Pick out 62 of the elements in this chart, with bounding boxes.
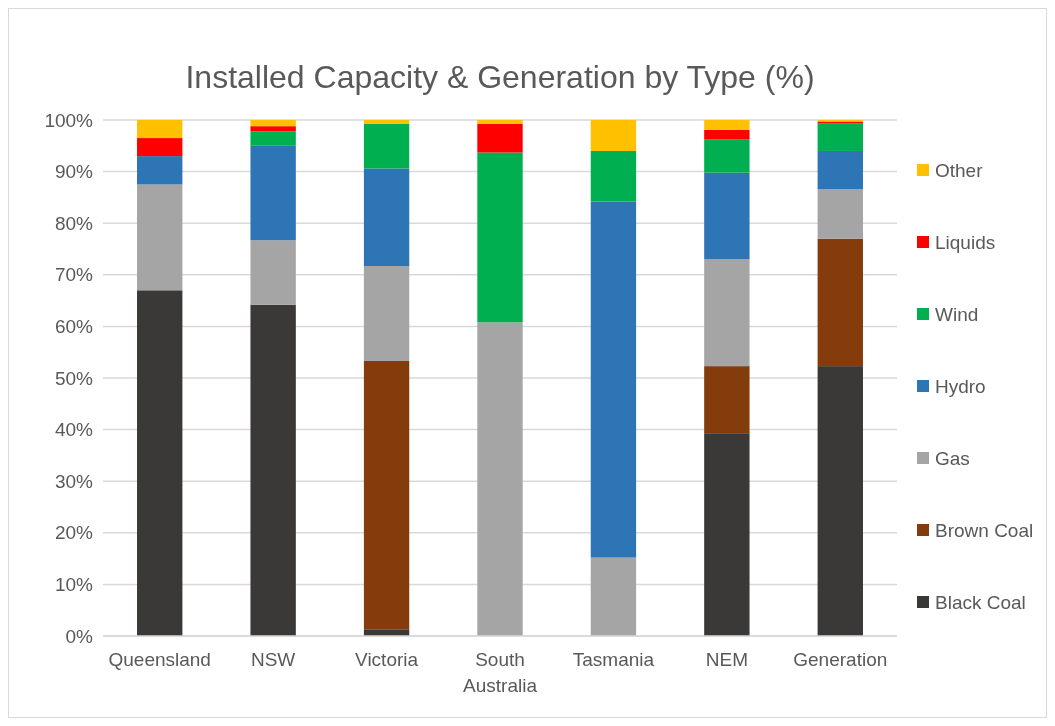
- y-tick-label: 30%: [54, 470, 94, 492]
- x-tick-label: Tasmania: [572, 649, 655, 670]
- bar: [363, 168, 410, 267]
- bar: [250, 131, 296, 146]
- bar: [704, 259, 750, 367]
- y-tick-label: 100%: [44, 109, 94, 131]
- y-tick-label: 50%: [54, 367, 94, 389]
- bar: [817, 150, 863, 190]
- x-tick-label: NEM: [705, 649, 748, 670]
- y-tick-label: 0%: [65, 625, 94, 647]
- x-tick-label: NSW: [250, 649, 296, 670]
- legend-label: Liquids: [935, 231, 996, 253]
- bar: [590, 120, 637, 151]
- x-tick-label: Generation: [793, 649, 888, 670]
- bar: [704, 433, 750, 636]
- x-tick-label: Queensland: [108, 649, 211, 670]
- bar: [137, 156, 183, 185]
- y-tick-label: 70%: [54, 264, 94, 286]
- legend-label: Gas: [935, 447, 970, 469]
- bar: [137, 138, 183, 157]
- bar: [817, 123, 863, 151]
- y-tick-label: 90%: [54, 161, 94, 183]
- bar: [363, 360, 410, 630]
- bar: [250, 126, 296, 132]
- legend-label: Other: [935, 159, 984, 181]
- legend-label: Brown Coal: [935, 519, 1034, 541]
- legend-label: Hydro: [935, 375, 986, 397]
- bar: [477, 123, 523, 153]
- bar: [704, 139, 750, 173]
- bar: [817, 366, 863, 636]
- bar: [250, 120, 296, 127]
- bar: [477, 120, 523, 124]
- legend-label: Black Coal: [935, 591, 1026, 613]
- y-tick-label: 20%: [54, 522, 94, 544]
- y-tick-label: 40%: [54, 419, 94, 441]
- bar: [363, 123, 410, 169]
- chart-title: Installed Capacity & Generation by Type (%): [185, 59, 815, 95]
- bar: [477, 322, 523, 636]
- bar: [477, 152, 523, 323]
- bar: [704, 172, 750, 260]
- bar: [137, 290, 183, 636]
- bar: [250, 240, 296, 305]
- legend-label: Wind: [935, 303, 979, 325]
- bar: [250, 304, 296, 636]
- bar: [137, 120, 183, 139]
- bar: [363, 266, 410, 361]
- y-tick-label: 60%: [54, 316, 94, 338]
- x-tick-label: Victoria: [355, 649, 419, 670]
- y-tick-label: 10%: [54, 574, 94, 596]
- x-tick-label: South Australia: [463, 649, 538, 696]
- bar: [137, 184, 183, 291]
- bar: [817, 189, 863, 239]
- bar: [590, 201, 637, 558]
- bar: [704, 120, 750, 130]
- bar: [590, 150, 637, 202]
- bar: [817, 238, 863, 367]
- bar: [590, 557, 637, 636]
- bar: [704, 129, 750, 140]
- bar: [250, 145, 296, 241]
- bar: [704, 366, 750, 434]
- bar: [363, 120, 410, 124]
- y-tick-label: 80%: [54, 212, 94, 234]
